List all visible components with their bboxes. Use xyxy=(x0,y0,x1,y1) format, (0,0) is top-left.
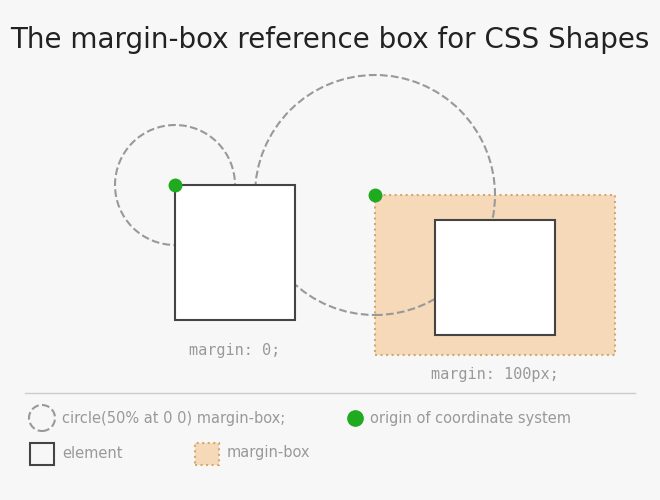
Text: The margin-box reference box for CSS Shapes: The margin-box reference box for CSS Sha… xyxy=(11,26,649,54)
Text: origin of coordinate system: origin of coordinate system xyxy=(370,410,571,426)
Text: element: element xyxy=(62,446,123,460)
Bar xyxy=(435,220,555,335)
Bar xyxy=(375,195,615,355)
Text: circle(50% at 0 0) margin-box;: circle(50% at 0 0) margin-box; xyxy=(62,410,285,426)
Bar xyxy=(195,443,219,465)
Text: margin: 100px;: margin: 100px; xyxy=(431,368,559,382)
Text: margin-box: margin-box xyxy=(227,446,310,460)
Text: margin: 0;: margin: 0; xyxy=(189,342,280,357)
Bar xyxy=(175,185,295,320)
Bar xyxy=(30,443,54,465)
